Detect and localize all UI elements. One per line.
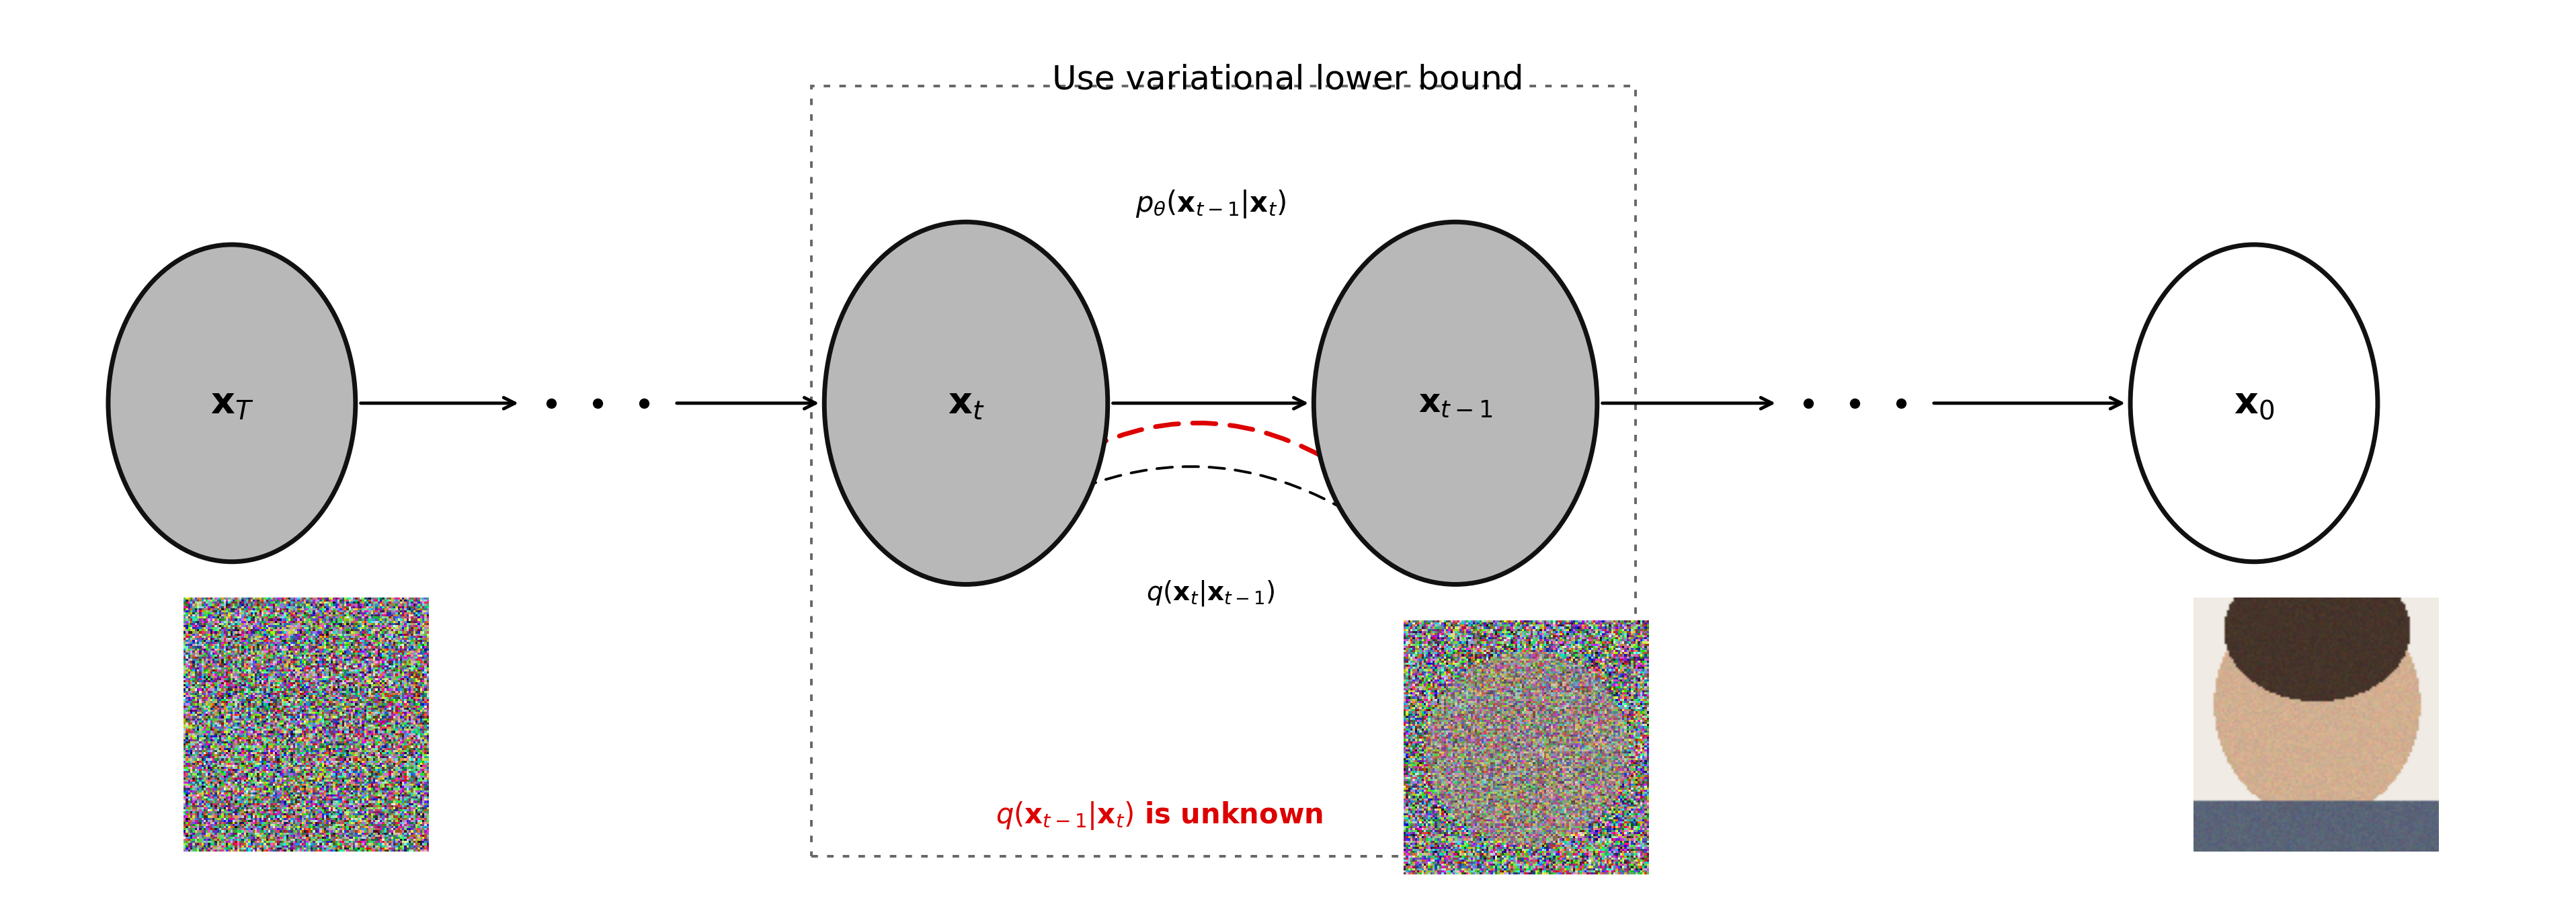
Text: $\mathbf{x}_0$: $\mathbf{x}_0$ <box>2233 385 2275 421</box>
Text: $\mathbf{x}_t$: $\mathbf{x}_t$ <box>948 385 984 421</box>
Text: $q(\mathbf{x}_t|\mathbf{x}_{t-1})$: $q(\mathbf{x}_t|\mathbf{x}_{t-1})$ <box>1146 579 1275 608</box>
Bar <box>811 86 1636 856</box>
FancyArrowPatch shape <box>992 467 1412 556</box>
Text: Use variational lower bound: Use variational lower bound <box>1051 63 1525 96</box>
Text: $\mathbf{x}_{t-1}$: $\mathbf{x}_{t-1}$ <box>1419 387 1492 419</box>
Text: $\mathbf{x}_T$: $\mathbf{x}_T$ <box>211 385 252 421</box>
Text: $q(\mathbf{x}_{t-1}|\mathbf{x}_t)$ is unknown: $q(\mathbf{x}_{t-1}|\mathbf{x}_t)$ is un… <box>994 800 1324 831</box>
Ellipse shape <box>1314 222 1597 584</box>
Text: $p_{\theta}(\mathbf{x}_{t-1}|\mathbf{x}_t)$: $p_{\theta}(\mathbf{x}_{t-1}|\mathbf{x}_… <box>1136 188 1285 219</box>
Ellipse shape <box>2130 245 2378 562</box>
FancyArrowPatch shape <box>938 423 1450 564</box>
Ellipse shape <box>108 245 355 562</box>
Ellipse shape <box>824 222 1108 584</box>
